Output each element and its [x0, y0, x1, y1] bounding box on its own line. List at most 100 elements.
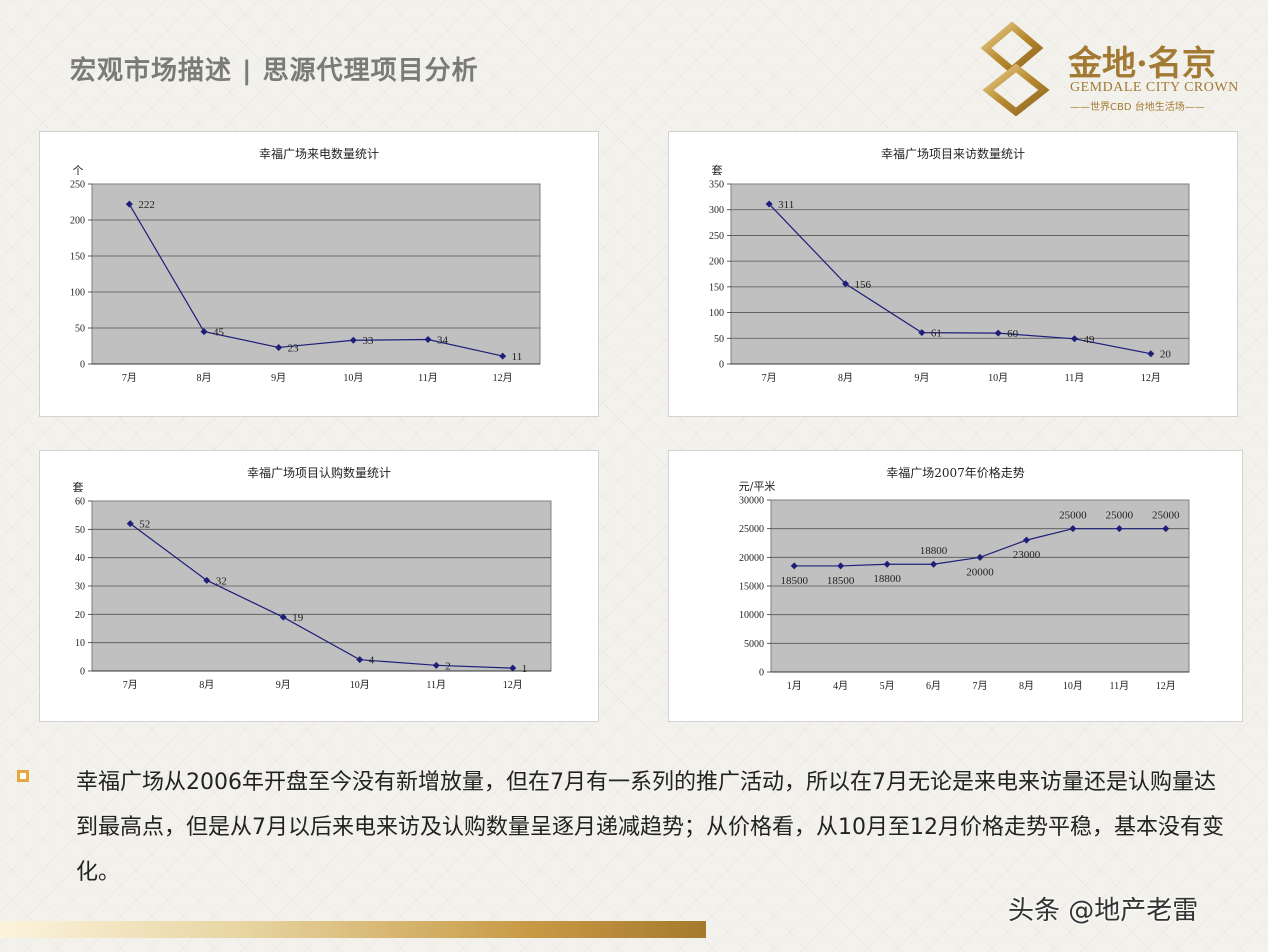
footer-gold-bar	[0, 921, 706, 938]
chart-price-data-point	[1162, 525, 1170, 533]
chart-calls-x-tick-label: 9月	[271, 372, 286, 384]
chart-visits-data-point	[1071, 335, 1078, 343]
chart-subs-y-tick-label: 0	[80, 667, 85, 678]
chart-calls-data-point	[200, 328, 208, 336]
chart-visits-y-tick-label: 350	[709, 180, 724, 191]
chart-subs-series-line	[129, 523, 513, 669]
chart-visits-data-point	[1147, 350, 1155, 358]
chart-price-data-point	[930, 560, 938, 568]
chart-calls-data-point	[125, 200, 133, 208]
chart-calls-data-label: 45	[213, 327, 225, 339]
chart-price-data-point	[1022, 536, 1030, 544]
chart-calls-data-point	[275, 343, 283, 351]
chart-price-y-unit: 元/平米	[739, 480, 776, 493]
chart-subs-y-tick-label: 50	[75, 525, 85, 536]
chart-subs-data-label: 19	[292, 612, 304, 624]
chart-visits-data-label: 20	[1160, 349, 1172, 361]
chart-price-data-point	[976, 553, 984, 561]
chart-calls-data-point	[424, 336, 432, 344]
chart-price-data-label: 20000	[966, 566, 994, 578]
chart-calls-data-label: 222	[138, 199, 155, 211]
chart-price-data-label: 18800	[920, 545, 948, 557]
chart-visits-data-label: 60	[1007, 328, 1019, 340]
chart-price-x-tick-label: 10月	[1063, 680, 1083, 692]
chart-price-x-tick-label: 8月	[1019, 680, 1034, 692]
chart-calls-data-label: 34	[437, 335, 449, 347]
chart-subs-data-label: 32	[216, 575, 227, 587]
chart-subs-x-tick-label: 7月	[123, 679, 138, 691]
chart-price-x-tick-label: 4月	[833, 680, 848, 692]
chart-calls-x-tick-label: 8月	[197, 372, 212, 384]
chart-subs-data-point	[356, 656, 364, 664]
watermark: 头条 @地产老雷	[1008, 896, 1199, 926]
chart-panel-visits: 幸福广场项目来访数量统计套 0 50 100 150 200 250 300 350 7月 8月 9月…	[668, 131, 1238, 417]
chart-visits-y-tick-label: 50	[714, 334, 724, 345]
chart-price-data-point	[1115, 525, 1123, 533]
chart-subs-y-tick-label: 40	[75, 553, 85, 564]
chart-subs-x-tick-label: 11月	[426, 679, 446, 691]
chart-visits-data-label: 61	[931, 328, 942, 340]
chart-visits-y-tick-label: 0	[719, 360, 724, 371]
chart-calls-x-tick-label: 10月	[343, 372, 363, 384]
chart-subs-y-tick-label: 20	[75, 610, 85, 621]
chart-visits-data-point	[765, 200, 773, 208]
chart-subs-x-tick-label: 10月	[350, 679, 370, 691]
chart-price-data-label: 18500	[827, 575, 855, 587]
chart-subs-x-tick-label: 9月	[276, 679, 291, 691]
chart-visits-data-point	[994, 329, 1002, 337]
chart-calls-title: 幸福广场来电数量统计	[259, 146, 379, 161]
chart-visits-y-tick-label: 150	[709, 282, 724, 293]
chart-visits-x-tick-label: 7月	[762, 372, 777, 384]
chart-price-data-point	[883, 560, 891, 568]
chart-price-data-label: 25000	[1059, 510, 1087, 522]
chart-calls-x-tick-label: 12月	[493, 372, 513, 384]
brand-logo: 金地·名京 GEMDALE CITY CROWN ——世界CBD 台地生活场——	[972, 22, 1242, 118]
chart-subs-data-point	[203, 576, 211, 584]
chart-visits-series-line	[768, 203, 1151, 355]
chart-calls-data-point	[499, 352, 507, 360]
chart-price-x-tick-label: 12月	[1156, 680, 1176, 692]
chart-price-data-point	[837, 562, 845, 570]
chart-visits-x-tick-label: 9月	[914, 372, 929, 384]
chart-subs-data-point	[432, 661, 440, 669]
logo-name-cn: 金地·名京	[1068, 44, 1216, 84]
bullet-icon	[17, 770, 29, 782]
chart-calls-series-line	[128, 203, 503, 357]
chart-calls-y-tick-label: 250	[70, 180, 85, 191]
chart-calls-y-tick-label: 50	[75, 324, 85, 335]
chart-subs-data-label: 2	[445, 660, 451, 672]
chart-visits-y-tick-label: 100	[709, 308, 724, 319]
chart-calls-plot-area	[91, 183, 541, 365]
chart-subs-title: 幸福广场项目认购数量统计	[247, 465, 391, 480]
chart-visits-plot-area	[730, 183, 1190, 365]
chart-price-x-tick-label: 5月	[880, 680, 895, 692]
logo-emblem-icon	[980, 22, 1050, 116]
chart-price-x-tick-label: 7月	[973, 680, 988, 692]
chart-subs-x-tick-label: 8月	[199, 679, 214, 691]
chart-subs-y-unit: 套	[73, 481, 84, 494]
chart-price-y-tick-label: 10000	[739, 610, 764, 621]
chart-subs-data-point	[509, 664, 517, 672]
chart-price-data-label: 25000	[1152, 510, 1180, 522]
chart-calls-y-unit: 个	[73, 164, 84, 177]
chart-subs-y-tick-label: 60	[75, 497, 85, 508]
chart-subs-data-label: 1	[522, 663, 528, 675]
chart-calls-data-point	[349, 336, 357, 344]
logo-tagline: ——世界CBD 台地生活场——	[1070, 102, 1205, 113]
chart-calls-data-label: 23	[288, 342, 300, 354]
chart-price-y-tick-label: 0	[759, 668, 764, 679]
chart-visits-data-label: 311	[778, 199, 794, 211]
chart-visits-x-tick-label: 8月	[838, 372, 853, 384]
chart-visits-data-label: 49	[1084, 334, 1096, 346]
chart-subs-data-point	[279, 613, 287, 621]
chart-subs-y-tick-label: 30	[75, 582, 85, 593]
chart-price-y-tick-label: 20000	[739, 553, 764, 564]
chart-subs-data-label: 4	[369, 655, 375, 667]
chart-price-y-tick-label: 30000	[739, 496, 764, 507]
chart-visits-data-label: 156	[855, 279, 872, 291]
summary-paragraph: 幸福广场从2006年开盘至今没有新增放量，但在7月有一系列的推广活动，所以在7月…	[76, 770, 1224, 885]
chart-price-data-label: 25000	[1106, 510, 1134, 522]
